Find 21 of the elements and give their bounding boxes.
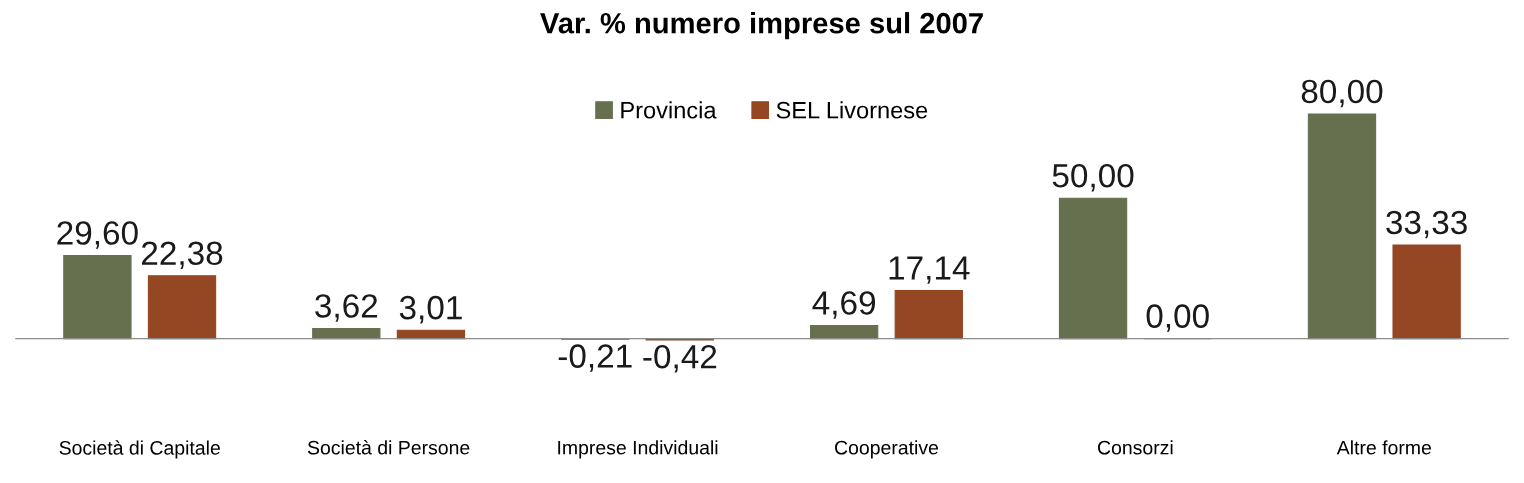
x-tick-label: Società di Persone [307,440,470,455]
data-label: 22,38 [141,241,223,270]
x-tick-label: Altre forme [1336,440,1431,455]
data-label: 3,01 [399,295,462,324]
chart-title: Var. % numero imprese sul 2007 [540,12,983,40]
data-label: 0,00 [1146,304,1209,332]
data-label: 3,62 [315,294,378,322]
data-label: 33,33 [1386,210,1467,239]
legend-label: SEL Livornese [776,101,928,119]
x-tick-label: Società di Capitale [59,440,220,459]
x-tick-label: Cooperative [835,440,939,459]
x-tick-label: Imprese Individuali [558,440,718,459]
legend-label: Provincia [621,101,717,119]
data-label: 4,69 [812,291,875,319]
data-label: 80,00 [1301,79,1383,108]
x-tick-label: Consorzi [1098,440,1173,455]
data-label: 29,60 [57,221,138,249]
data-label: -0,42 [643,344,717,373]
data-label: -0,21 [558,344,632,372]
data-label: 17,14 [889,256,970,284]
data-label: 50,00 [1052,163,1134,192]
